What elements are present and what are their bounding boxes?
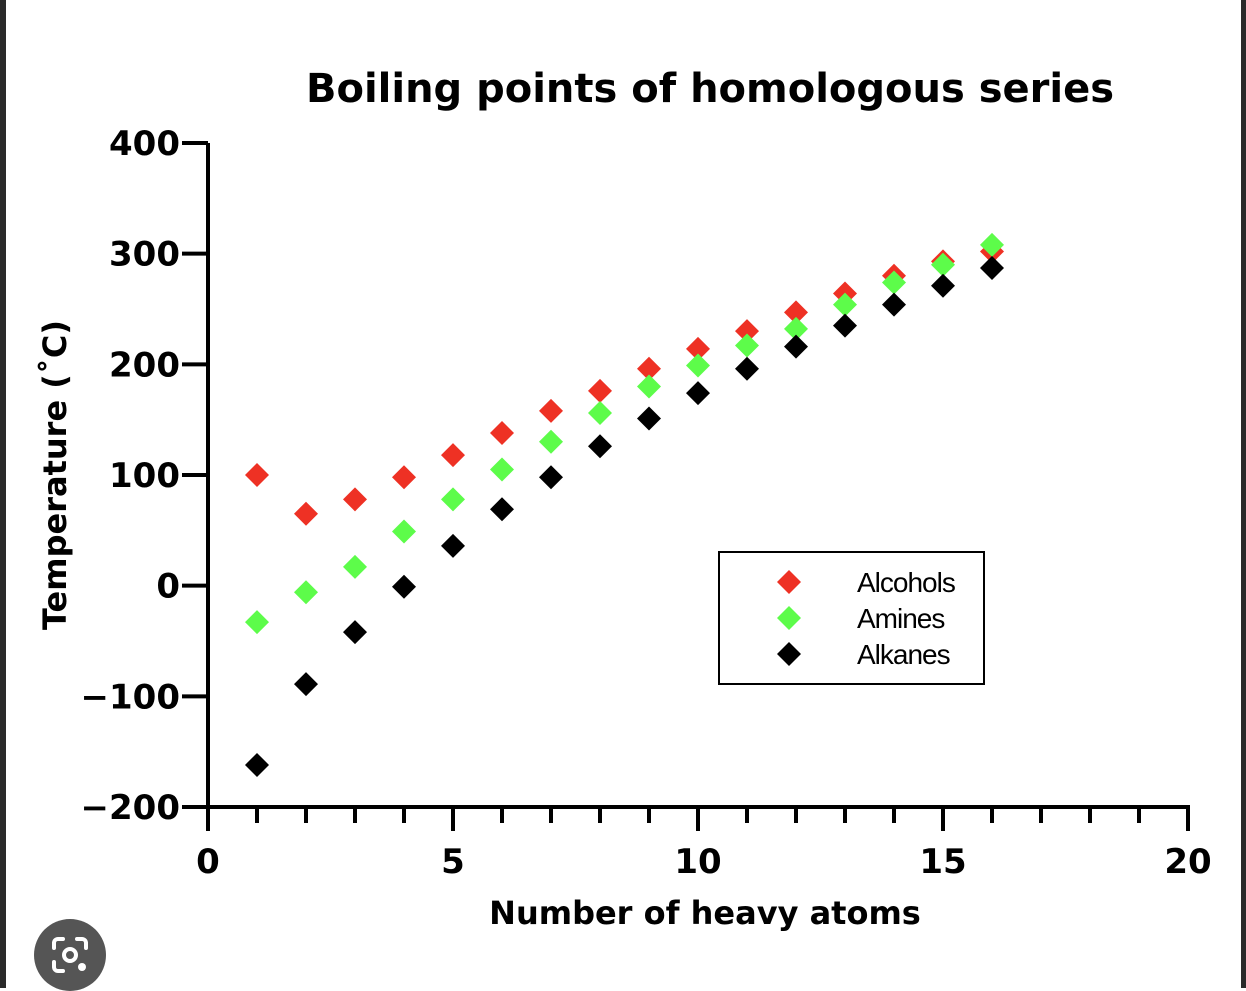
data-point-alkanes xyxy=(882,292,906,317)
legend-box xyxy=(718,551,985,685)
data-point-amines xyxy=(686,353,710,378)
legend-marker-alkanes xyxy=(777,642,801,666)
data-point-amines xyxy=(490,457,514,482)
data-point-alkanes xyxy=(539,465,563,490)
data-point-alcohols xyxy=(490,420,514,445)
x-tick-label: 10 xyxy=(674,842,721,882)
data-point-amines xyxy=(784,316,808,341)
y-axis-label: Temperature (˚C) xyxy=(36,320,74,630)
axes xyxy=(206,143,1190,809)
data-point-alcohols xyxy=(735,319,759,344)
data-point-alkanes xyxy=(931,273,955,298)
left-border xyxy=(0,0,6,988)
data-point-amines xyxy=(588,401,612,426)
ticks: −200 −100 0 100 200 300 400 0 5 10 15 20 xyxy=(81,124,1212,882)
data-point-alkanes xyxy=(735,356,759,381)
y-tick-label: 300 xyxy=(109,235,180,275)
data-point-amines xyxy=(980,232,1004,257)
data-point-amines xyxy=(392,519,416,544)
data-point-alkanes xyxy=(392,574,416,599)
legend: Alcohols Amines Alkanes xyxy=(718,551,985,685)
series-alkanes xyxy=(245,256,1004,777)
series-amines xyxy=(245,232,1004,635)
data-point-amines xyxy=(539,429,563,454)
data-point-alcohols xyxy=(588,378,612,403)
data-point-alkanes xyxy=(637,406,661,431)
chart-title: Boiling points of homologous series xyxy=(306,66,1114,112)
legend-label-alcohols: Alcohols xyxy=(857,567,955,598)
visual-search-button[interactable] xyxy=(34,919,106,991)
data-point-alkanes xyxy=(588,434,612,459)
y-tick-label: 0 xyxy=(156,567,180,607)
data-point-amines xyxy=(882,270,906,295)
data-point-alkanes xyxy=(490,497,514,522)
x-axis-label: Number of heavy atoms xyxy=(489,894,921,932)
data-point-alcohols xyxy=(539,398,563,423)
data-point-alcohols xyxy=(392,465,416,490)
data-point-alcohols xyxy=(441,443,465,468)
data-point-alkanes xyxy=(343,620,367,645)
y-tick-label: 200 xyxy=(109,345,180,385)
x-tick-label: 15 xyxy=(919,842,966,882)
x-tick-label: 20 xyxy=(1164,842,1211,882)
data-point-alcohols xyxy=(343,487,367,512)
right-border xyxy=(1241,0,1246,988)
data-point-alkanes xyxy=(294,672,318,697)
data-point-alkanes xyxy=(245,752,269,777)
data-point-amines xyxy=(735,333,759,358)
x-tick-label: 0 xyxy=(196,842,220,882)
legend-label-amines: Amines xyxy=(857,603,944,634)
legend-marker-alcohols xyxy=(777,570,801,594)
data-point-amines xyxy=(931,252,955,277)
data-point-alcohols xyxy=(245,463,269,487)
data-point-alcohols xyxy=(294,501,318,526)
data-point-amines xyxy=(441,487,465,512)
data-points xyxy=(245,232,1004,777)
data-point-alkanes xyxy=(441,533,465,558)
data-point-amines xyxy=(637,374,661,399)
y-tick-label: −100 xyxy=(81,677,180,717)
legend-label-alkanes: Alkanes xyxy=(857,639,950,670)
data-point-alkanes xyxy=(833,313,857,338)
data-point-amines xyxy=(833,292,857,317)
y-tick-label: 100 xyxy=(109,456,180,496)
visual-search-icon xyxy=(52,937,88,973)
data-point-alcohols xyxy=(784,300,808,325)
data-point-alcohols xyxy=(686,336,710,361)
data-point-amines xyxy=(343,554,367,579)
data-point-amines xyxy=(245,610,269,635)
y-tick-label: 400 xyxy=(109,124,180,164)
y-tick-label: −200 xyxy=(81,788,180,828)
data-point-alcohols xyxy=(637,356,661,381)
data-point-alkanes xyxy=(784,334,808,359)
data-point-amines xyxy=(294,580,318,605)
data-point-alkanes xyxy=(686,381,710,406)
legend-marker-amines xyxy=(777,606,801,630)
data-point-alkanes xyxy=(980,256,1004,281)
x-tick-label: 5 xyxy=(441,842,465,882)
